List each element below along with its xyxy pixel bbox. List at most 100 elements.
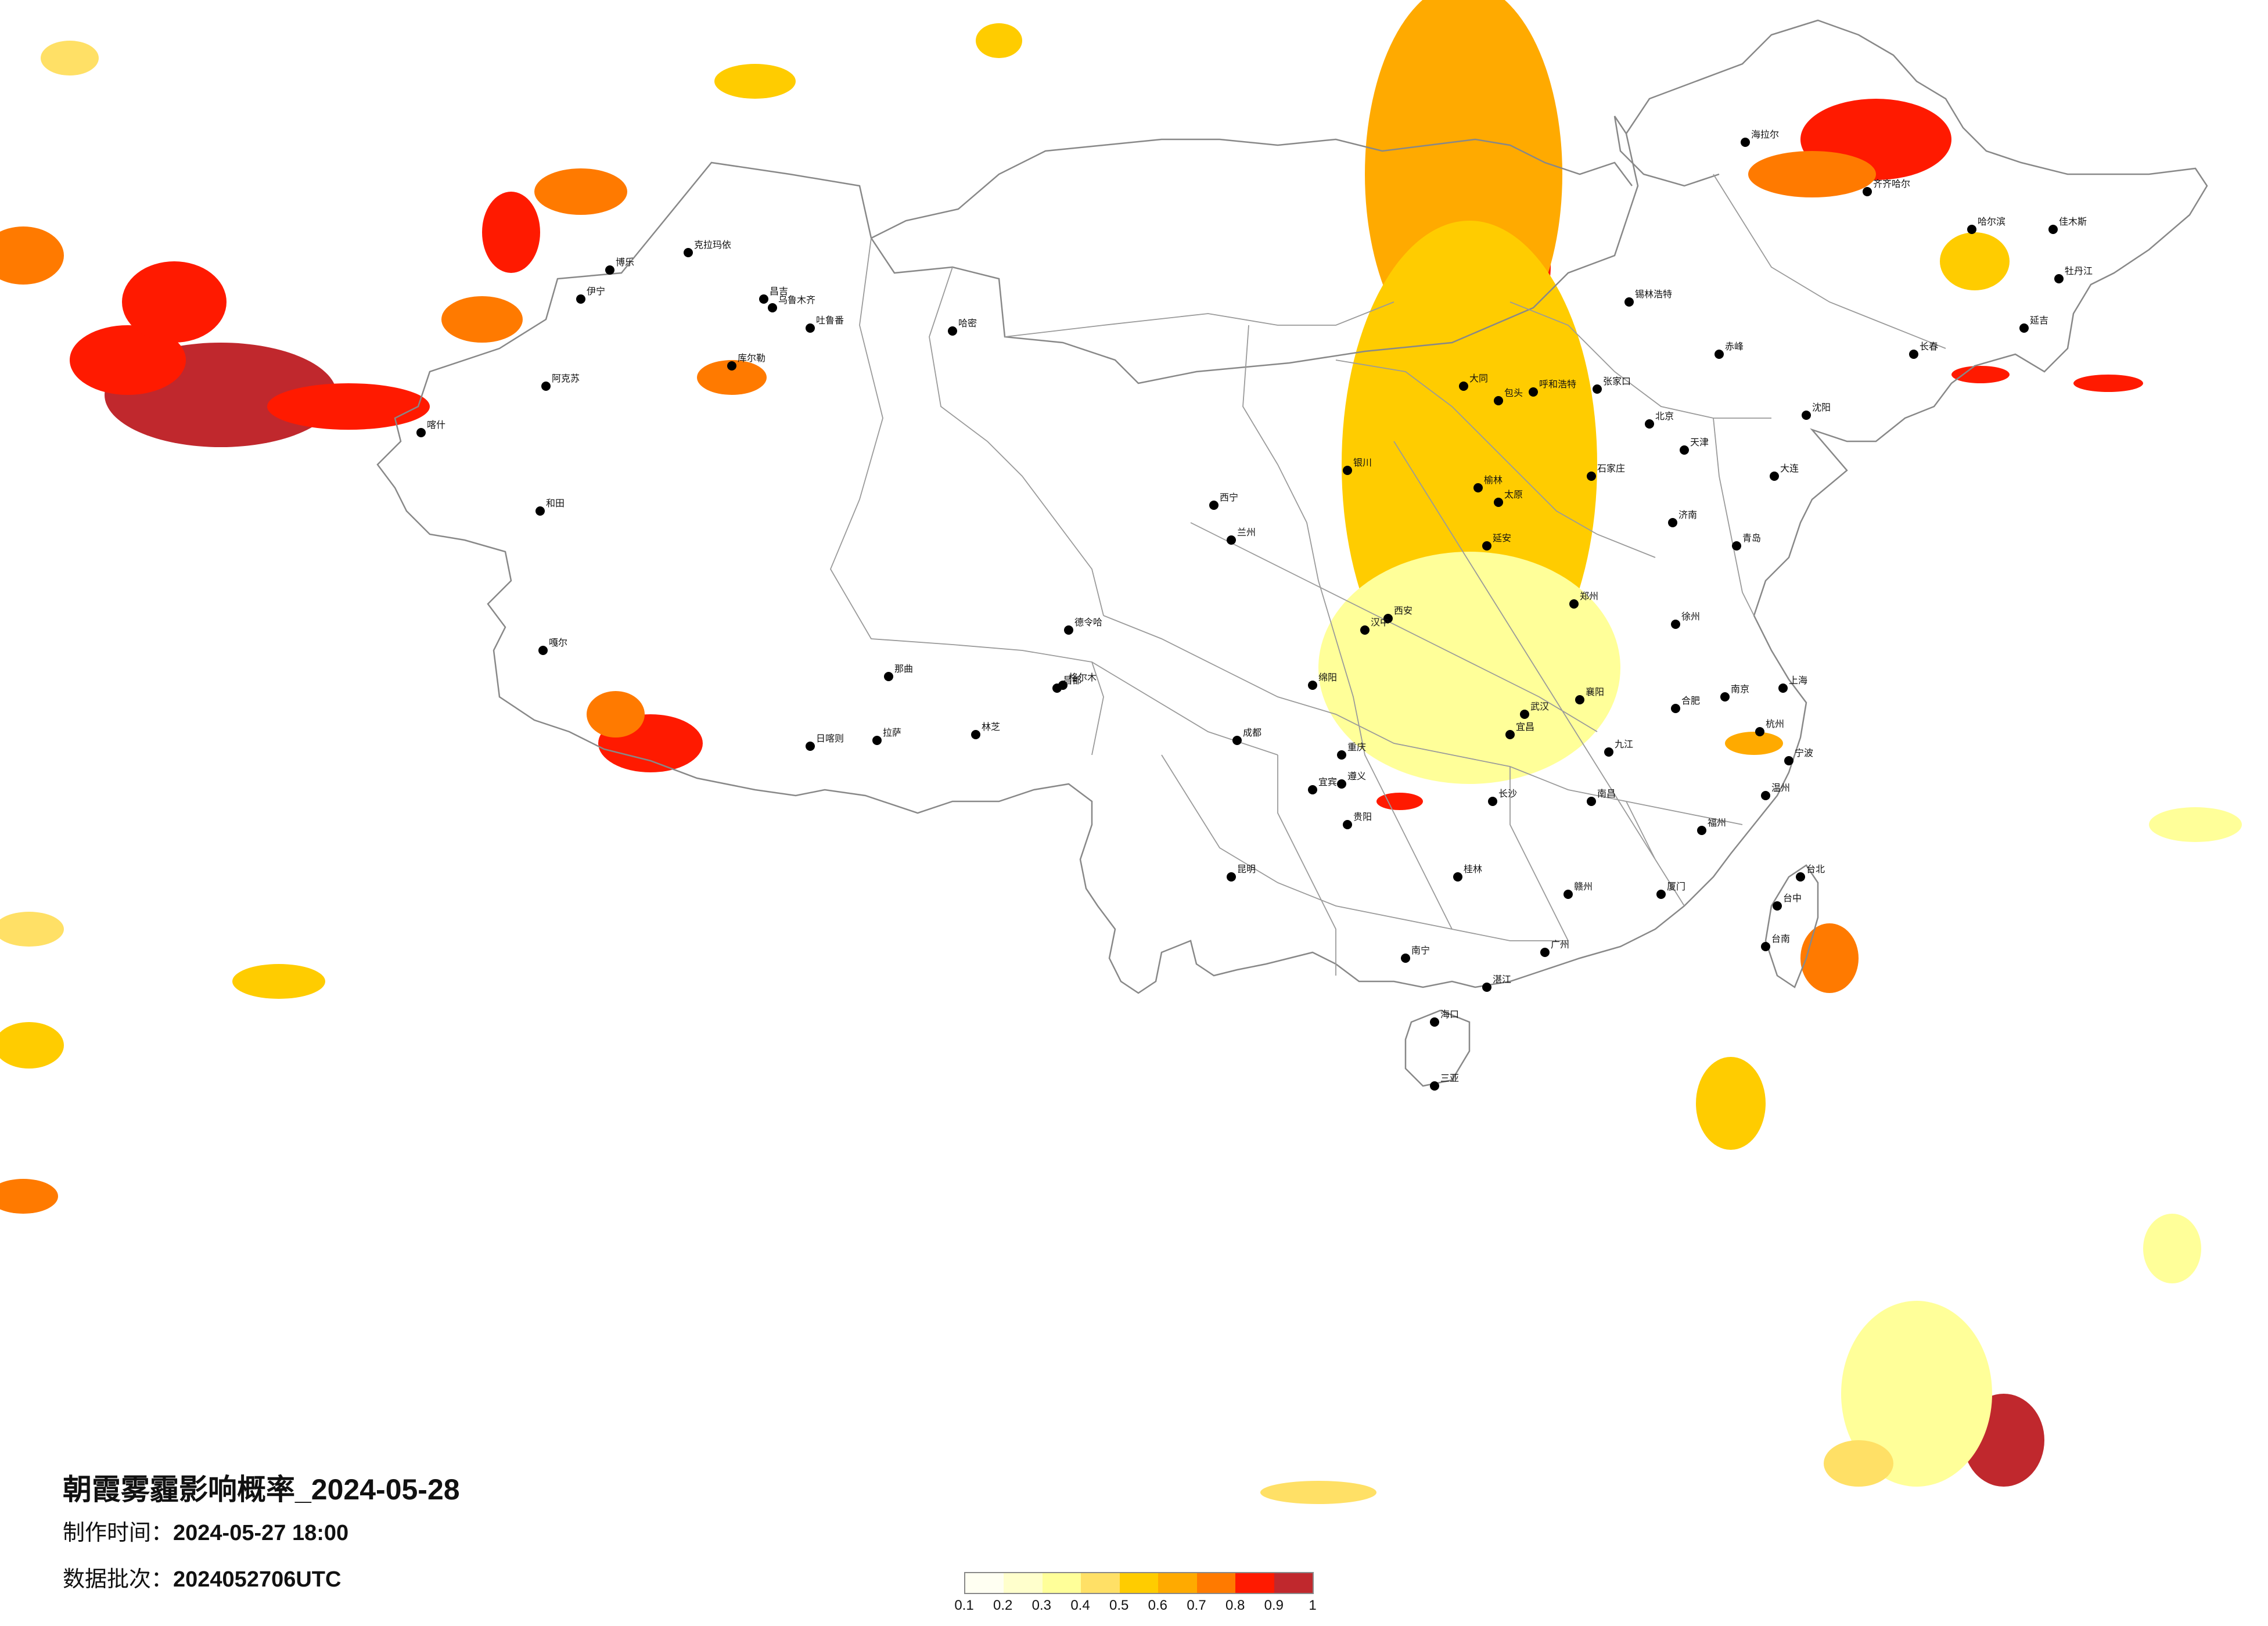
city-dot	[1575, 695, 1584, 704]
city-dot	[1232, 736, 1242, 745]
city-dot	[806, 742, 815, 751]
legend-swatch-8	[1235, 1573, 1274, 1593]
city-dot	[948, 326, 957, 336]
city-label: 拉萨	[883, 727, 901, 738]
city-label: 温州	[1771, 782, 1790, 793]
city-label: 湛江	[1493, 974, 1511, 985]
city-dot	[1668, 518, 1677, 527]
city-label: 襄阳	[1586, 686, 1604, 697]
city-dot	[576, 294, 585, 304]
haze-area	[2149, 807, 2242, 842]
city-label: 广州	[1551, 939, 1569, 950]
city-dot	[1540, 948, 1550, 957]
city-dot	[1473, 483, 1483, 492]
city-dot	[1778, 684, 1788, 693]
city-label: 石家庄	[1597, 463, 1625, 474]
haze-area	[70, 325, 186, 395]
city-label: 沈阳	[1812, 402, 1831, 413]
legend-swatch-3	[1042, 1573, 1081, 1593]
legend-swatch-6	[1158, 1573, 1197, 1593]
city-label: 哈密	[958, 318, 977, 329]
legend-swatch-7	[1196, 1573, 1236, 1593]
city-label: 延吉	[2030, 315, 2048, 326]
city-label: 西安	[1394, 605, 1412, 616]
legend-tick-label: 0.1	[954, 1598, 974, 1613]
map-info-block: 朝霞雾霾影响概率_2024-05-28 制作时间：2024-05-27 18:0…	[63, 1469, 460, 1603]
legend-tick-label: 0.9	[1264, 1598, 1284, 1613]
haze-area	[0, 226, 64, 285]
city-label: 宁波	[1795, 747, 1813, 758]
city-dot	[1587, 472, 1596, 481]
city-dot	[1563, 890, 1573, 899]
city-label: 台中	[1783, 893, 1802, 904]
city-dot	[535, 506, 545, 516]
city-dot	[1529, 387, 1538, 397]
haze-area	[0, 912, 64, 947]
haze-area	[41, 41, 99, 75]
legend-tick-label: 0.7	[1187, 1598, 1206, 1613]
city-dot	[1755, 727, 1764, 736]
legend-swatch-9	[1274, 1573, 1313, 1593]
haze-area	[1260, 1481, 1376, 1504]
haze-area	[714, 64, 796, 99]
haze-area	[122, 261, 227, 343]
city-label: 天津	[1690, 437, 1709, 448]
city-label: 那曲	[894, 663, 913, 674]
city-dot	[1761, 791, 1770, 800]
haze-area	[1696, 1057, 1766, 1150]
haze-area	[1376, 793, 1423, 810]
city-dot	[1593, 384, 1602, 394]
hainan-outline	[1404, 1009, 1471, 1087]
legend-swatch-2	[1004, 1573, 1043, 1593]
city-label: 徐州	[1681, 611, 1700, 622]
haze-area	[587, 691, 645, 738]
city-dot	[872, 736, 882, 745]
haze-area	[1725, 732, 1783, 755]
batch-line: 数据批次：2024052706UTC	[63, 1556, 460, 1603]
city-label: 贵阳	[1353, 811, 1372, 822]
city-dot	[1494, 498, 1503, 507]
city-label: 克拉玛依	[694, 239, 731, 250]
city-label: 大同	[1469, 373, 1488, 384]
city-dot	[1656, 890, 1666, 899]
city-dot	[1343, 820, 1352, 829]
city-label: 成都	[1243, 727, 1261, 738]
city-label: 郑州	[1580, 591, 1598, 602]
city-dot	[1863, 187, 1872, 196]
city-label: 青岛	[1742, 533, 1761, 544]
city-dot	[1430, 1017, 1439, 1027]
city-label: 林芝	[982, 721, 1000, 732]
city-label: 包头	[1504, 387, 1523, 398]
city-label: 阿克苏	[552, 373, 580, 384]
city-dot	[541, 382, 551, 391]
city-label: 昆明	[1237, 864, 1256, 875]
city-label: 三亚	[1440, 1073, 1459, 1084]
haze-area	[534, 168, 627, 215]
haze-area	[1841, 1301, 1992, 1487]
city-dot	[727, 361, 736, 370]
probability-legend: 0.1 0.2 0.3 0.4 0.5 0.6 0.7 0.8 0.9 1	[954, 1572, 1317, 1621]
haze-area	[0, 1022, 64, 1069]
city-dot	[1761, 942, 1770, 951]
city-dot	[1430, 1081, 1439, 1091]
city-dot	[1680, 445, 1689, 455]
city-dot	[1482, 983, 1491, 992]
city-dot	[971, 730, 980, 739]
taiwan-outline	[1764, 864, 1819, 988]
city-dot	[1784, 756, 1793, 765]
city-label: 牡丹江	[2065, 265, 2093, 276]
city-label: 台南	[1771, 933, 1790, 944]
city-label: 呼和浩特	[1539, 379, 1576, 390]
city-label: 汉中	[1371, 617, 1389, 628]
legend-tick-label: 0.8	[1225, 1598, 1245, 1613]
haze-area	[1940, 232, 2010, 290]
city-dot	[1520, 710, 1529, 719]
haze-area	[1318, 552, 1620, 784]
city-label: 和田	[546, 498, 565, 509]
city-label: 南昌	[1597, 788, 1616, 799]
legend-swatch-1	[965, 1573, 1004, 1593]
legend-tick-labels: 0.1 0.2 0.3 0.4 0.5 0.6 0.7 0.8 0.9 1	[954, 1598, 1316, 1621]
city-label: 长沙	[1498, 788, 1517, 799]
city-dot	[1494, 396, 1503, 405]
